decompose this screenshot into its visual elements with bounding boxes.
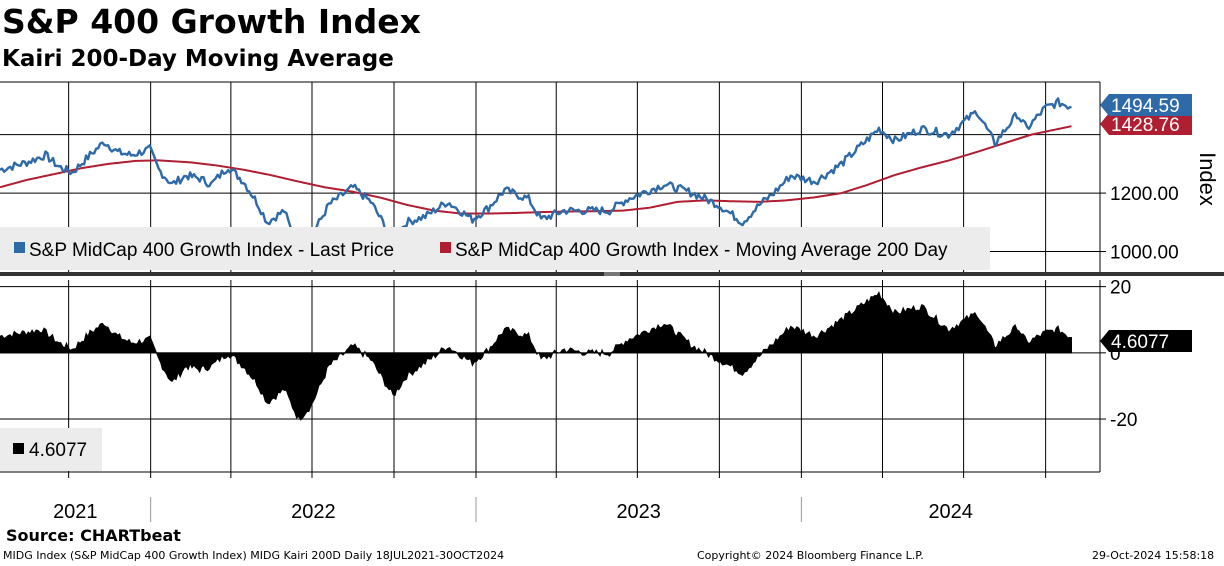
bottom-y-tick-label: -20 <box>1110 410 1137 431</box>
ma-value-tag-bg <box>1100 113 1192 135</box>
kairi-area <box>0 291 1073 421</box>
price-value-tag-bg <box>1100 94 1192 116</box>
chart-subtitle: Kairi 200-Day Moving Average <box>2 46 394 72</box>
top-y-axis-title: Index <box>1195 152 1220 206</box>
chart-title: S&P 400 Growth Index <box>2 2 421 41</box>
footer-timestamp: 29-Oct-2024 15:58:18 <box>1092 549 1215 562</box>
x-year-label: 2023 <box>616 501 661 523</box>
pane-separator <box>0 272 1224 276</box>
x-year-label: 2021 <box>53 501 98 523</box>
last-price-line <box>0 97 1072 254</box>
kairi-value-tag-text: 4.6077 <box>1111 332 1169 353</box>
footer-ticker-info: MIDG Index (S&P MidCap 400 Growth Index)… <box>3 549 505 562</box>
top-legend-box <box>0 227 990 270</box>
top-y-tick-label: 1200.00 <box>1110 184 1179 205</box>
legend-swatch-last-price <box>14 242 25 253</box>
legend-label-moving-average: S&P MidCap 400 Growth Index - Moving Ave… <box>455 240 948 261</box>
footer-copyright: Copyright© 2024 Bloomberg Finance L.P. <box>697 549 924 562</box>
kairi-value-tag-bg <box>1100 330 1192 352</box>
price-value-tag-text: 1494.59 <box>1111 96 1180 117</box>
bottom-y-tick-label: 20 <box>1110 278 1131 299</box>
legend-label-kairi: 4.6077 <box>29 440 87 461</box>
x-year-label: 2024 <box>928 501 973 523</box>
moving-average-line <box>0 125 1072 215</box>
legend-swatch-kairi <box>13 443 24 454</box>
source-note: Source: CHARTbeat <box>6 526 181 545</box>
legend-swatch-moving-average <box>440 242 451 253</box>
bottom-y-tick-label: 0 <box>1110 344 1121 365</box>
x-year-label: 2022 <box>291 501 336 523</box>
legend-label-last-price: S&P MidCap 400 Growth Index - Last Price <box>29 240 394 261</box>
top-y-tick-label: 1000.00 <box>1110 243 1179 264</box>
ma-value-tag-text: 1428.76 <box>1111 115 1180 136</box>
